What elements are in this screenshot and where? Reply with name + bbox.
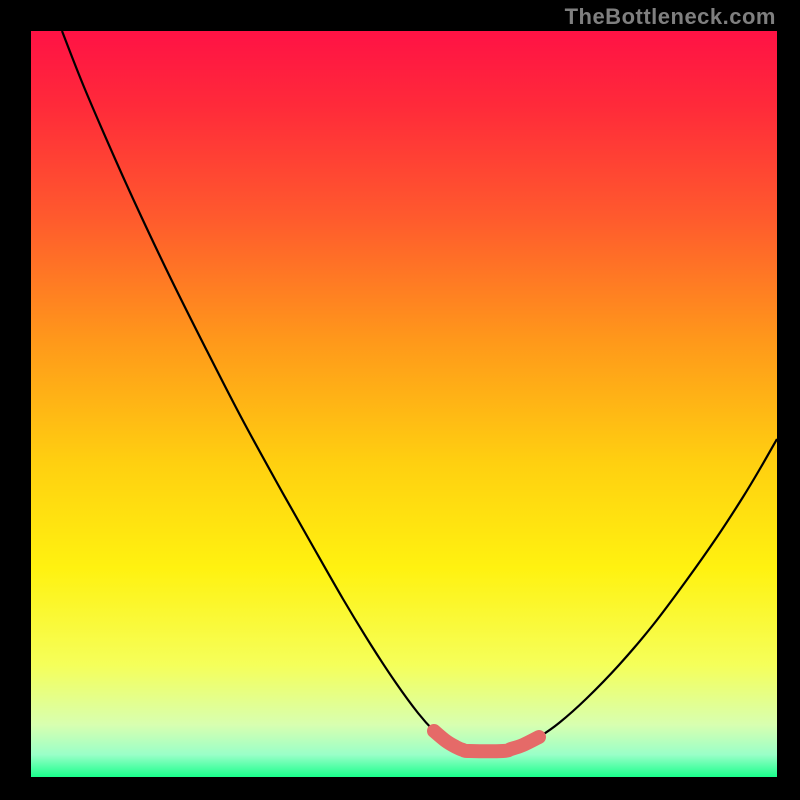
plot-area <box>31 31 777 777</box>
watermark-text: TheBottleneck.com <box>565 4 776 30</box>
highlight-segment <box>434 731 539 751</box>
bottleneck-curve <box>62 31 777 751</box>
curve-layer <box>31 31 777 777</box>
chart-frame: TheBottleneck.com <box>0 0 800 800</box>
